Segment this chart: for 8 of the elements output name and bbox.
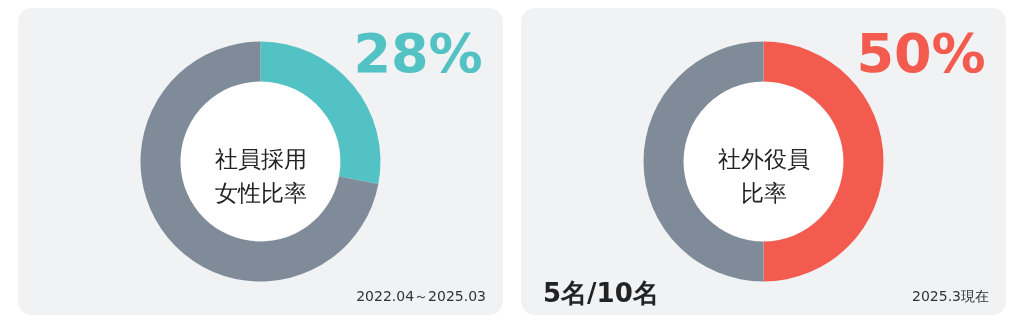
text: 社員採用女性比率	[214, 145, 307, 206]
donut-slice	[643, 41, 764, 282]
text: 社外役員比率	[717, 145, 810, 206]
text: 2025.3現在	[912, 288, 989, 304]
data-label: 28%	[353, 22, 483, 85]
text: 5名/10名	[543, 278, 659, 308]
text: 2022.04～2025.03	[356, 288, 486, 304]
data-label: 50%	[856, 22, 986, 85]
